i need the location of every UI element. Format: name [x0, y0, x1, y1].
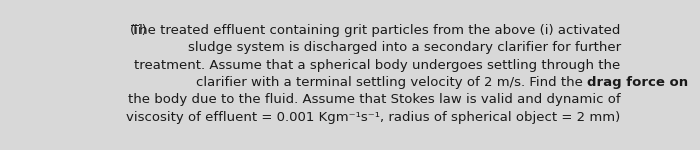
- Text: viscosity of effluent = 0.001 Kgm⁻¹s⁻¹, radius of spherical object = 2 mm): viscosity of effluent = 0.001 Kgm⁻¹s⁻¹, …: [127, 111, 621, 124]
- Text: The treated effluent containing grit particles from the above (i) activated: The treated effluent containing grit par…: [132, 24, 621, 37]
- Text: the body due to the fluid. Assume that Stokes law is valid and dynamic of: the body due to the fluid. Assume that S…: [128, 93, 621, 106]
- Text: treatment. Assume that a spherical body undergoes settling through the: treatment. Assume that a spherical body …: [134, 59, 621, 72]
- Text: drag force on: drag force on: [587, 76, 688, 89]
- Text: clarifier with a terminal settling velocity of 2 m/s. Find the: clarifier with a terminal settling veloc…: [196, 76, 587, 89]
- Text: sludge system is discharged into a secondary clarifier for further: sludge system is discharged into a secon…: [188, 42, 621, 54]
- Text: (ii): (ii): [130, 24, 148, 37]
